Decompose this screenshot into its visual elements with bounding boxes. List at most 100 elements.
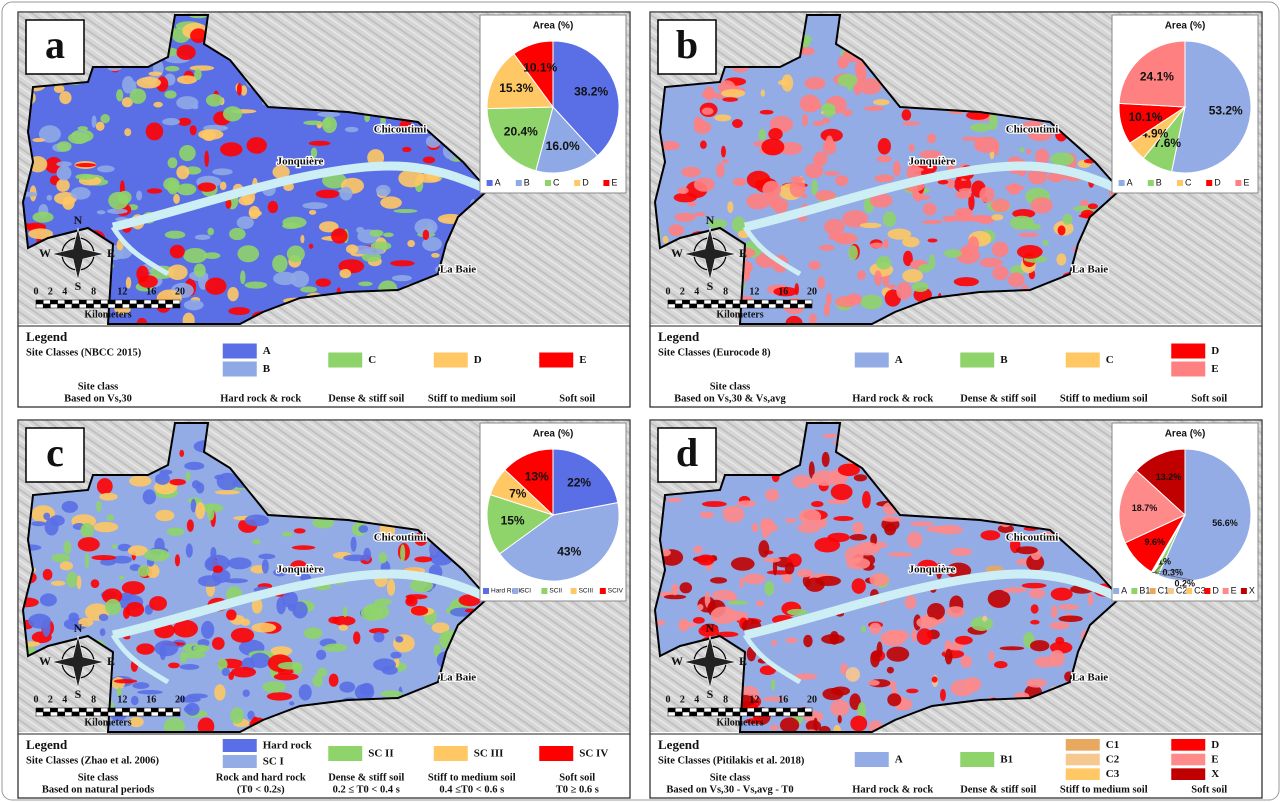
legend-swatch [1065, 739, 1100, 751]
pie-legend-swatch [483, 588, 489, 594]
legend-swatch [960, 352, 995, 368]
soil-patch [315, 278, 331, 287]
soil-patch [779, 717, 800, 732]
soil-patch [246, 137, 267, 154]
legend-heading: Site Classes (Pitilakis et al. 2018) [658, 755, 805, 766]
scale-segment [86, 707, 94, 713]
soil-patch [350, 536, 357, 552]
soil-patch [380, 690, 403, 698]
soil-patch [223, 106, 243, 122]
soil-patch [214, 474, 225, 480]
soil-patch [240, 85, 248, 96]
soil-patch [190, 28, 207, 44]
scale-tick-label: 16 [778, 694, 788, 705]
soil-patch [395, 635, 404, 643]
pie-slice [486, 493, 555, 555]
pie-leader [1153, 558, 1169, 574]
soil-patch [937, 179, 949, 185]
soil-patch [328, 673, 339, 687]
soil-patch [765, 488, 780, 502]
soil-patch [195, 502, 206, 520]
soil-patch [1057, 225, 1066, 236]
pie-legend-swatch [1167, 588, 1174, 594]
soil-patch [707, 218, 728, 230]
scale-segment [718, 303, 726, 309]
soil-patch [771, 639, 778, 647]
soil-patch [843, 110, 849, 117]
soil-patch [90, 579, 100, 589]
soil-patch [377, 122, 389, 136]
soil-patch [823, 302, 830, 317]
soil-patch [693, 545, 703, 554]
pie-legend-label: SCIII [579, 588, 594, 595]
legend-swatch [539, 352, 574, 368]
panel-label: b [676, 22, 698, 67]
scale-segment [165, 299, 174, 305]
soil-patch [433, 644, 442, 657]
place-name: Chicoutimi [1006, 124, 1059, 136]
soil-patch [191, 480, 201, 489]
scale-segment [114, 303, 123, 309]
legend-heading: Site Classes (NBCC 2015) [26, 347, 142, 358]
pie-legend-label: D [1212, 585, 1219, 595]
soil-patch [1027, 127, 1053, 142]
scale-segment [93, 707, 102, 713]
scale-tick-label: 8 [723, 694, 728, 705]
soil-patch [835, 175, 849, 187]
legend-item-label: D [474, 354, 482, 366]
legend-basis: Based on natural periods [42, 784, 154, 795]
soil-patch [805, 720, 822, 732]
scale-segment [42, 299, 51, 305]
pie-slice [513, 40, 554, 109]
soil-patch [1087, 203, 1098, 210]
soil-patch [1030, 604, 1039, 614]
soil-patch [677, 187, 689, 194]
soil-patch [710, 577, 728, 584]
soil-patch [308, 243, 314, 249]
soil-patch [212, 565, 224, 573]
soil-patch [919, 150, 942, 159]
pie-slice [486, 53, 554, 110]
panel: Jonquière Chicoutimi La Baie a N E S W 0 2 4 8 12 16 2… [17, 11, 631, 408]
soil-patch [369, 229, 384, 237]
scale-segment [775, 299, 784, 305]
soil-patch [316, 649, 327, 660]
soil-patch [924, 566, 938, 574]
soil-patch [298, 684, 312, 701]
scale-segment [768, 707, 777, 713]
scale-segment [797, 303, 806, 309]
scale-segment [775, 303, 784, 309]
soil-patch [1002, 587, 1027, 593]
pie-value-label: 7% [509, 486, 527, 500]
soil-patch [39, 593, 57, 607]
soil-patch [207, 227, 215, 236]
place-name: Jonquière [909, 156, 956, 168]
scale-segment [165, 303, 174, 309]
soil-patch [116, 89, 124, 102]
soil-patch [1042, 240, 1049, 246]
pie-value-label: 15.3% [499, 81, 533, 95]
soil-patch [23, 597, 39, 608]
soil-patch [251, 597, 263, 614]
soil-patch [113, 679, 138, 684]
soil-patch [46, 194, 53, 201]
soil-patch [166, 527, 185, 537]
soil-patch [1062, 213, 1073, 225]
soil-patch [773, 286, 798, 297]
soil-patch [769, 724, 780, 731]
soil-patch [727, 600, 748, 605]
scale-segment [71, 711, 80, 717]
soil-patch [244, 281, 268, 289]
scale-segment [107, 707, 116, 713]
legend-basis: Based on Vs,30 - Vs,avg - T0 [666, 784, 793, 795]
scale-unit: Kilometers [84, 717, 131, 728]
soil-patch [904, 595, 917, 610]
soil-patch [136, 76, 161, 89]
pie-legend-swatch [1131, 588, 1138, 594]
soil-patch [226, 609, 237, 621]
scale-segment [761, 711, 770, 717]
soil-patch [244, 514, 270, 527]
soil-patch [727, 201, 734, 213]
soil-patch [960, 655, 973, 668]
scale-segment [710, 299, 719, 305]
